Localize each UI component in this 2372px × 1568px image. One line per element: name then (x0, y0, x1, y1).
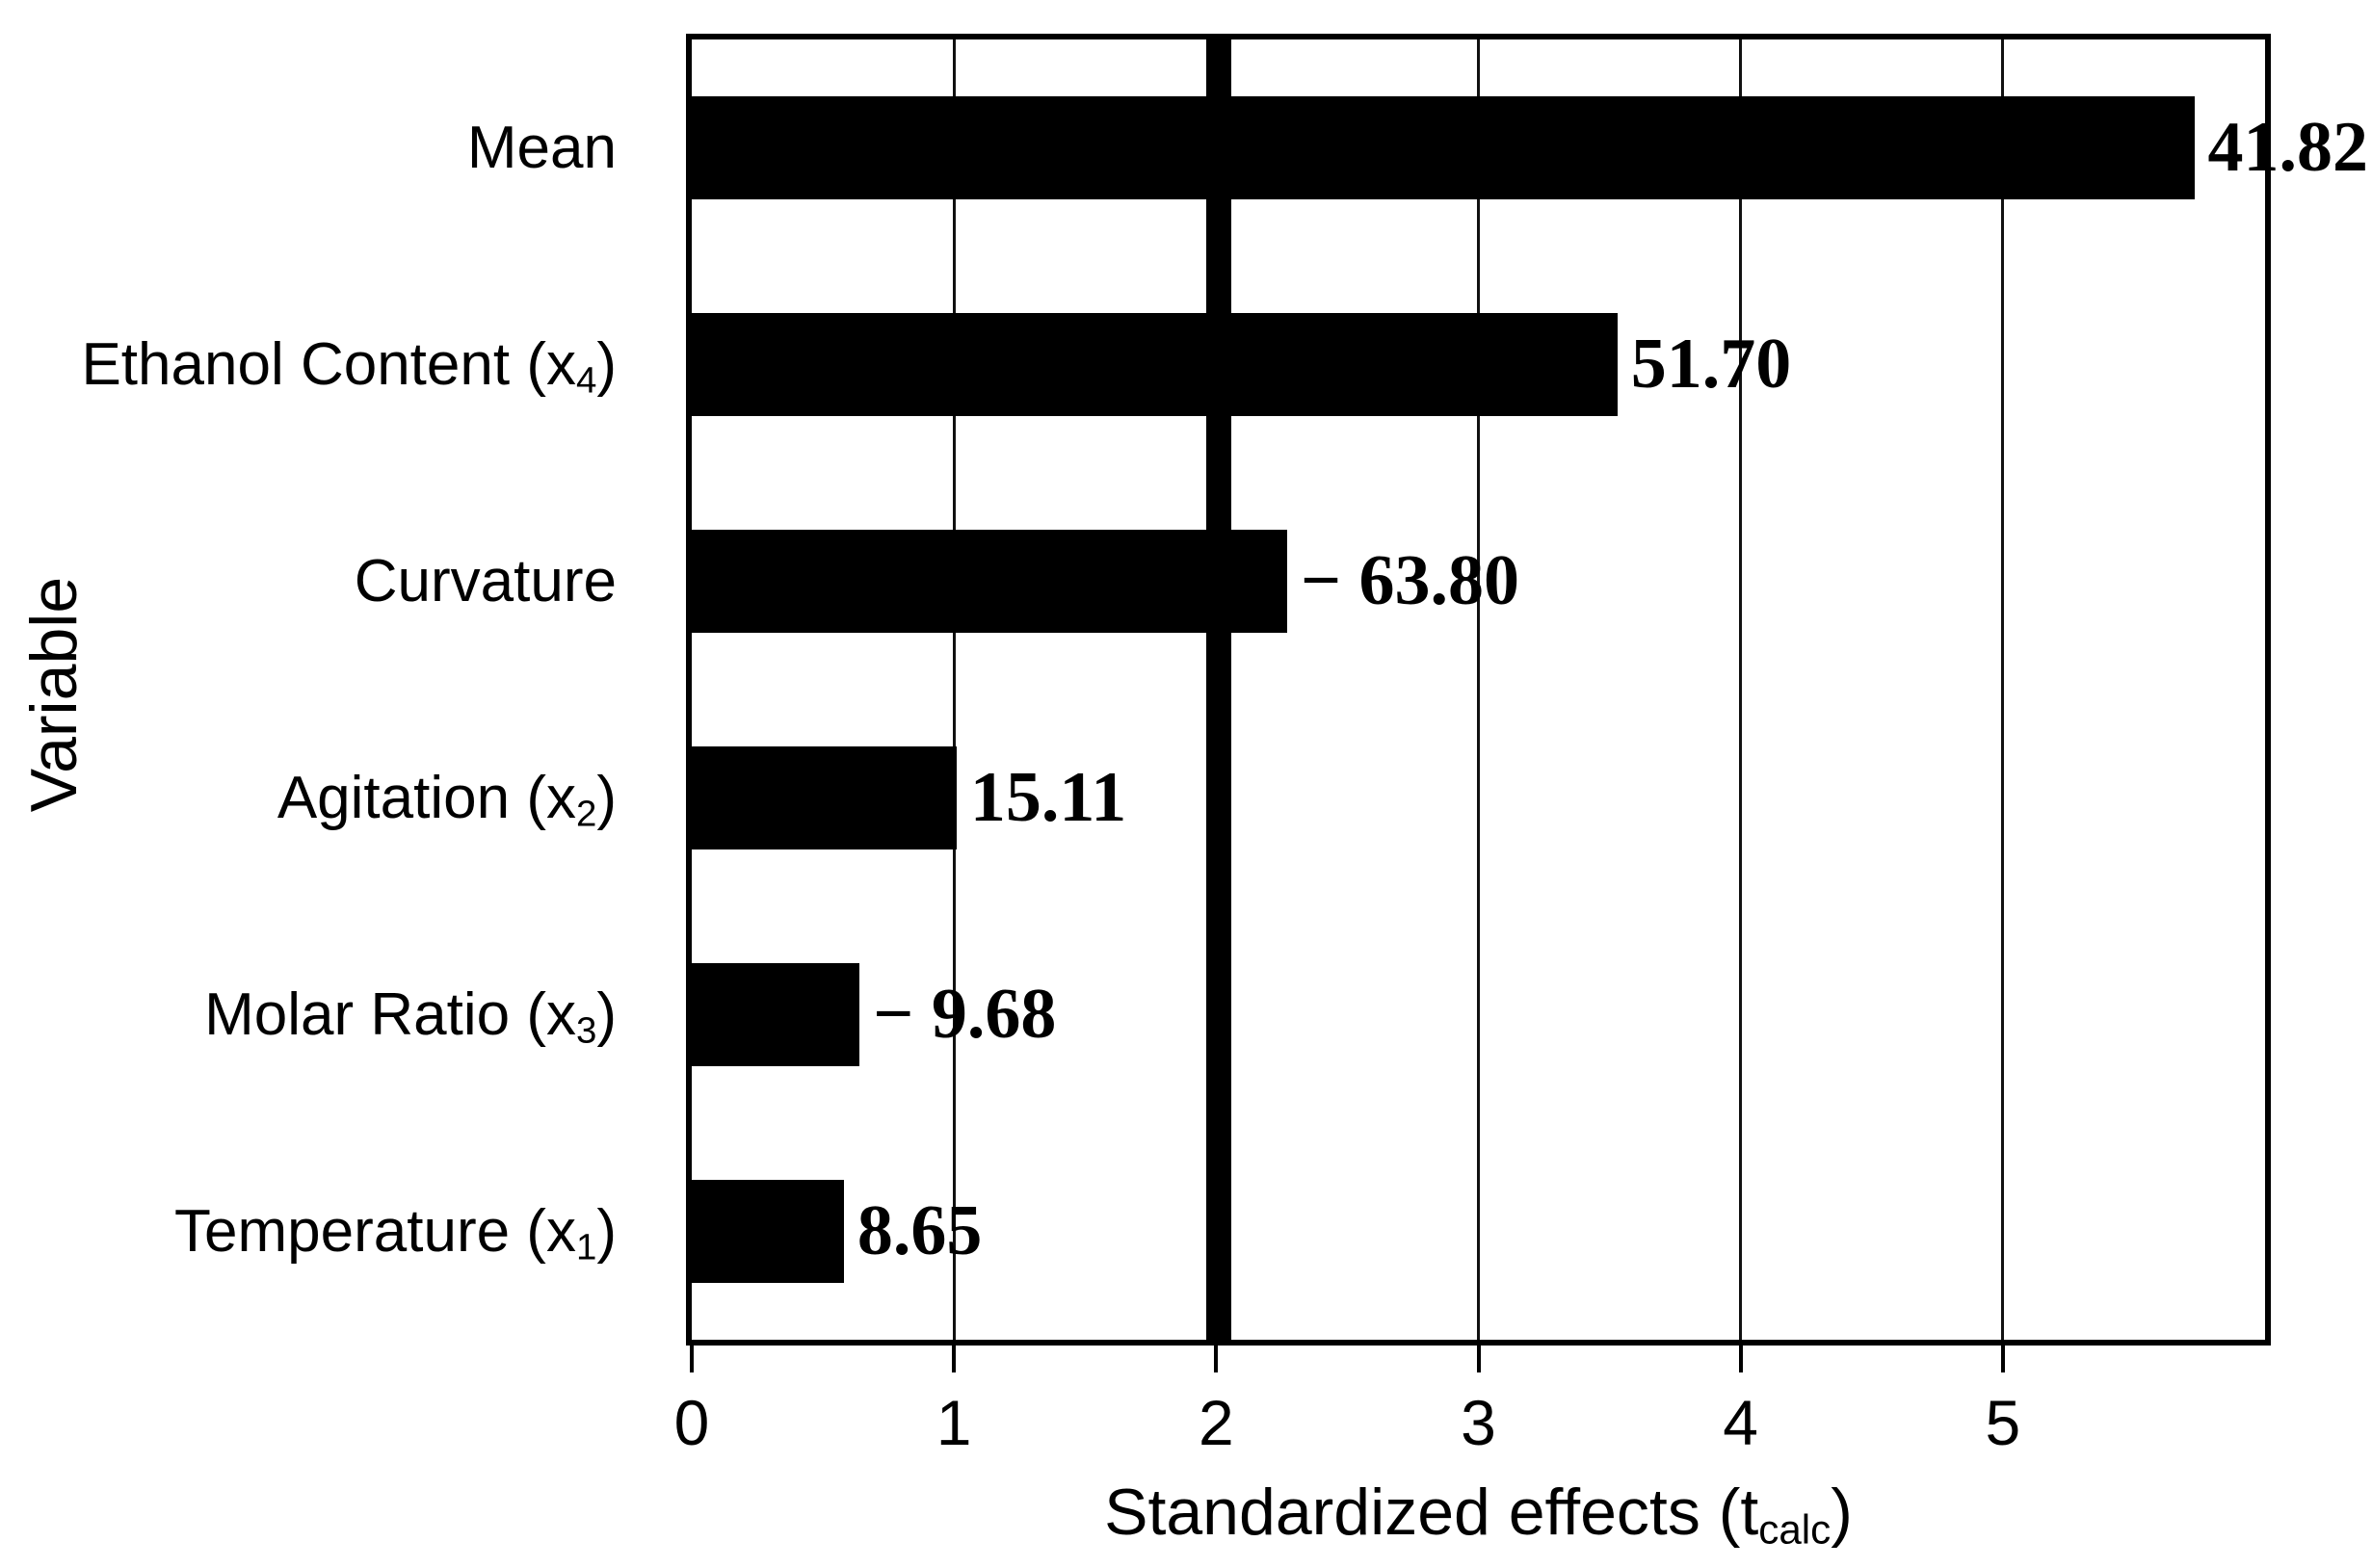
x-tick-label: 1 (936, 1387, 972, 1458)
category-label: Mean (467, 114, 617, 198)
bar-value-label: 15.11 (969, 758, 1127, 837)
category-label-close: ) (596, 980, 617, 1048)
bar (692, 963, 860, 1066)
category-label-subscript: 3 (575, 1008, 597, 1051)
category-label: Temperature (x1) (174, 1197, 617, 1282)
category-label: Curvature (355, 547, 617, 632)
x-tick-label: 5 (1985, 1387, 2021, 1458)
x-axis-title-subscript: calc (1758, 1506, 1832, 1553)
category-label-subscript: 1 (575, 1225, 597, 1267)
x-axis-title-close: ) (1831, 1476, 1853, 1549)
gridline-x4 (1739, 39, 1743, 1340)
bar (692, 746, 957, 849)
bar (692, 96, 2195, 199)
bar (692, 313, 1618, 416)
category-label-subscript: 4 (575, 358, 597, 401)
plot-area: 41.82 51.70 − 63.80 15.11 − 9.68 8.65 (686, 34, 2368, 1346)
x-axis-title: Standardized effects (tcalc) (686, 1474, 2271, 1568)
x-tick-mark (1476, 1346, 1481, 1372)
bar (692, 530, 1287, 633)
category-label-text: Mean (466, 114, 617, 181)
x-axis-title-text: Standardized effects (t (1104, 1476, 1759, 1549)
category-label-subscript: 2 (575, 792, 597, 834)
gridline-x1 (952, 39, 956, 1340)
bar-value-label: − 63.80 (1300, 541, 1519, 620)
bar-value-label: 8.65 (857, 1191, 983, 1270)
gridline-x5 (2001, 39, 2005, 1340)
category-label-close: ) (596, 330, 617, 398)
category-label-close: ) (596, 1197, 617, 1265)
x-tick-mark (2000, 1346, 2005, 1372)
x-tick-label: 4 (1723, 1387, 1759, 1458)
x-tick-label: 2 (1198, 1387, 1234, 1458)
category-label: Molar Ratio (x3) (204, 980, 617, 1065)
category-label-text: Curvature (354, 547, 617, 614)
bar-value-label: 51.70 (1630, 325, 1792, 404)
x-tick-mark (690, 1346, 694, 1372)
category-label-text: Temperature (x (174, 1197, 576, 1265)
x-tick-label: 3 (1461, 1387, 1496, 1458)
y-axis-title: Variable (17, 576, 91, 813)
category-label-close: ) (596, 764, 617, 831)
bar-value-label: 41.82 (2207, 108, 2369, 187)
category-label: Agitation (x2) (277, 764, 617, 849)
x-tick-mark (1214, 1346, 1219, 1372)
category-label-text: Agitation (x (277, 764, 576, 831)
bar (692, 1180, 844, 1283)
bar-value-label: − 9.68 (873, 975, 1057, 1054)
category-label-text: Ethanol Content (x (81, 330, 576, 398)
x-tick-label: 0 (673, 1387, 710, 1458)
x-tick-mark (1738, 1346, 1743, 1372)
x-tick-mark (952, 1346, 957, 1372)
gridline-x3 (1477, 39, 1480, 1340)
category-label-text: Molar Ratio (x (204, 980, 576, 1048)
critical-t-reference-line (1206, 39, 1232, 1340)
category-label: Ethanol Content (x4) (81, 330, 617, 415)
